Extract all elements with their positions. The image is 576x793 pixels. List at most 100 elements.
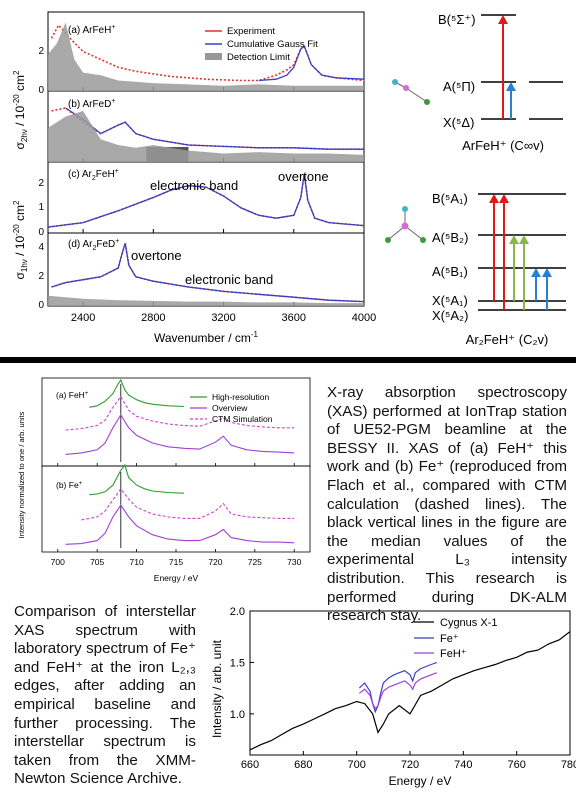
comparison-description: Comparison of interstellar XAS spectrum …	[14, 603, 196, 788]
xas-legend-overview: Overview	[212, 403, 248, 413]
ytick-d-4: 4	[38, 242, 44, 253]
ir-x-tick-labels: 2400 2800 3200 3600 4000	[71, 312, 376, 324]
series-detection-limit-b	[48, 110, 364, 162]
comparison-legend: Cygnus X-1 Fe⁺ FeH⁺	[414, 617, 497, 660]
comparison-y-axis-label: Intensity / arb. unit	[210, 639, 224, 738]
ar2feh-energy-diagram: B(⁵A₁) A(⁵B₂) A(⁵B₁) X(⁵A₁) X(⁵A₂) Ar₂Fe…	[432, 191, 566, 347]
xas-xtick-label: 715	[169, 557, 183, 567]
series-feh-plus	[358, 672, 437, 710]
ir-x-axis-label: Wavenumber / cm-1	[154, 330, 259, 345]
level-x-a1: X(⁵A₁)	[432, 293, 468, 308]
level-x-a2: X(⁵A₂)	[432, 308, 468, 323]
series-fe-plus	[358, 661, 437, 714]
section-divider	[0, 357, 576, 363]
legend-fe-plus: Fe⁺	[440, 633, 459, 645]
arfeh-molecule-icon	[392, 79, 430, 105]
xas-plot-data	[65, 378, 295, 548]
ir-xtick-label: 3200	[211, 312, 235, 324]
panel-label-b: (b) ArFeD+	[68, 98, 115, 110]
xas-xtick-label: 720	[208, 557, 222, 567]
comparison-xtick-label: 740	[454, 759, 472, 771]
xas-legend: High-resolution Overview CTM Simulation	[190, 392, 273, 424]
legend-feh-plus: FeH⁺	[440, 648, 467, 660]
ytick-c-2: 2	[38, 178, 44, 189]
ytick-d-0: 0	[38, 300, 44, 311]
xas-xtick-label: 705	[90, 557, 104, 567]
level-b-sigma: B(⁵Σ⁺)	[438, 12, 476, 27]
annotation-overtone-d: overtone	[131, 248, 182, 263]
xas-x-axis-label: Energy / eV	[154, 573, 199, 583]
comparison-frame-rect	[249, 610, 571, 756]
xas-series-high-res-b	[89, 463, 184, 496]
level-a-b1: A(⁵B₁)	[432, 264, 468, 279]
comparison-ytick-label: 2.0	[230, 606, 245, 618]
xas-xtick-label: 725	[248, 557, 262, 567]
ir-plot-data	[47, 22, 365, 306]
panel-label-d: (d) Ar2FeD+	[68, 238, 119, 252]
ar2feh-caption: Ar₂FeH⁺ (C₂v)	[466, 332, 549, 347]
comparison-xtick-label: 660	[241, 759, 259, 771]
comparison-y-tick-labels: 1.0 1.5 2.0	[230, 606, 245, 721]
ir-xtick-label: 4000	[352, 312, 376, 324]
ar2feh-molecule-icon	[385, 206, 426, 243]
comparison-xtick-label: 680	[294, 759, 312, 771]
series-fit-d	[51, 243, 365, 303]
xas-panel-a-label: (a) FeH+	[56, 390, 89, 400]
xas-series-overview-b	[65, 504, 295, 545]
xas-xtick-label: 730	[287, 557, 301, 567]
xas-panel-frame-b	[41, 465, 311, 553]
xas-series-high-res-a	[89, 378, 184, 408]
ir-xtick-label: 3600	[282, 312, 306, 324]
xas-description: X-ray absorption spectroscopy (XAS) perf…	[327, 384, 567, 625]
level-a-pi: A(⁵Π)	[443, 79, 475, 94]
series-cygnus-x1	[249, 631, 571, 751]
comparison-chart: Cygnus X-1 Fe⁺ FeH⁺ 660 680 700 720 740 760 78…	[210, 606, 576, 788]
ir-legend: Experiment Cumulative Gauss Fit Detectio…	[205, 26, 318, 63]
annotation-electronic-band-c: electronic band	[150, 178, 238, 193]
ytick-a-2: 2	[38, 46, 44, 57]
comparison-ytick-label: 1.5	[230, 657, 245, 669]
xas-plot-frames	[41, 377, 311, 553]
comparison-xtick-label: 760	[507, 759, 525, 771]
xas-legend-ctm: CTM Simulation	[212, 414, 273, 424]
legend-experiment: Experiment	[227, 26, 275, 37]
series-detection-limit-d	[48, 295, 364, 306]
series-detection-limit-a	[48, 22, 364, 91]
level-a-b2: A(⁵B₂)	[432, 230, 468, 245]
ytick-c-0: 0	[38, 227, 44, 238]
ytick-d-2: 2	[38, 271, 44, 282]
legend-fit: Cumulative Gauss Fit	[227, 39, 318, 50]
ir-y-axis-label-bottom: σ1hν / 10-20 cm2	[12, 200, 29, 280]
xas-y-axis-label: Intensity normalized to one / arb. units	[17, 411, 26, 538]
panel-label-a: (a) ArFeH+	[68, 24, 115, 36]
panel-label-c: (c) Ar2FeH+	[68, 168, 119, 182]
ir-xtick-label: 2800	[141, 312, 165, 324]
comparison-xtick-label: 780	[561, 759, 576, 771]
legend-cygnus: Cygnus X-1	[440, 617, 497, 629]
legend-detection: Detection Limit	[227, 52, 290, 63]
series-fit-b	[65, 107, 364, 150]
xas-figure: (a) FeH+ (b) Fe+ High-resolution Overvie…	[17, 377, 311, 583]
series-fit-a	[258, 45, 365, 82]
xas-x-tick-labels: 700 705 710 715 720 725 730	[51, 557, 302, 567]
xas-panel-b-label: (b) Fe+	[56, 480, 83, 490]
xas-xtick-label: 710	[129, 557, 143, 567]
ir-xtick-label: 2400	[71, 312, 95, 324]
level-b-a1: B(⁵A₁)	[432, 191, 468, 206]
xas-series-ctm-b	[81, 487, 295, 521]
comparison-ytick-label: 1.0	[230, 709, 245, 721]
xas-xtick-label: 700	[51, 557, 65, 567]
xas-legend-high-res: High-resolution	[212, 392, 269, 402]
comparison-xtick-label: 700	[347, 759, 365, 771]
annotation-overtone-c: overtone	[278, 169, 329, 184]
xas-series-overview-a	[65, 413, 295, 455]
comparison-plot-frame	[249, 610, 571, 756]
series-fit-c	[47, 173, 365, 228]
xas-series-ctm-a	[65, 395, 295, 431]
ir-y-axis-label-top: σ2hν / 10-20 cm2	[12, 70, 29, 150]
ytick-a-0: 0	[38, 85, 44, 96]
comparison-xtick-label: 720	[401, 759, 419, 771]
comparison-x-axis-label: Energy / eV	[389, 774, 452, 788]
arfeh-energy-diagram: B(⁵Σ⁺) A(⁵Π) X(⁵Δ) ArFeH⁺ (C∞v)	[438, 12, 563, 153]
comparison-plot-data	[249, 631, 571, 751]
